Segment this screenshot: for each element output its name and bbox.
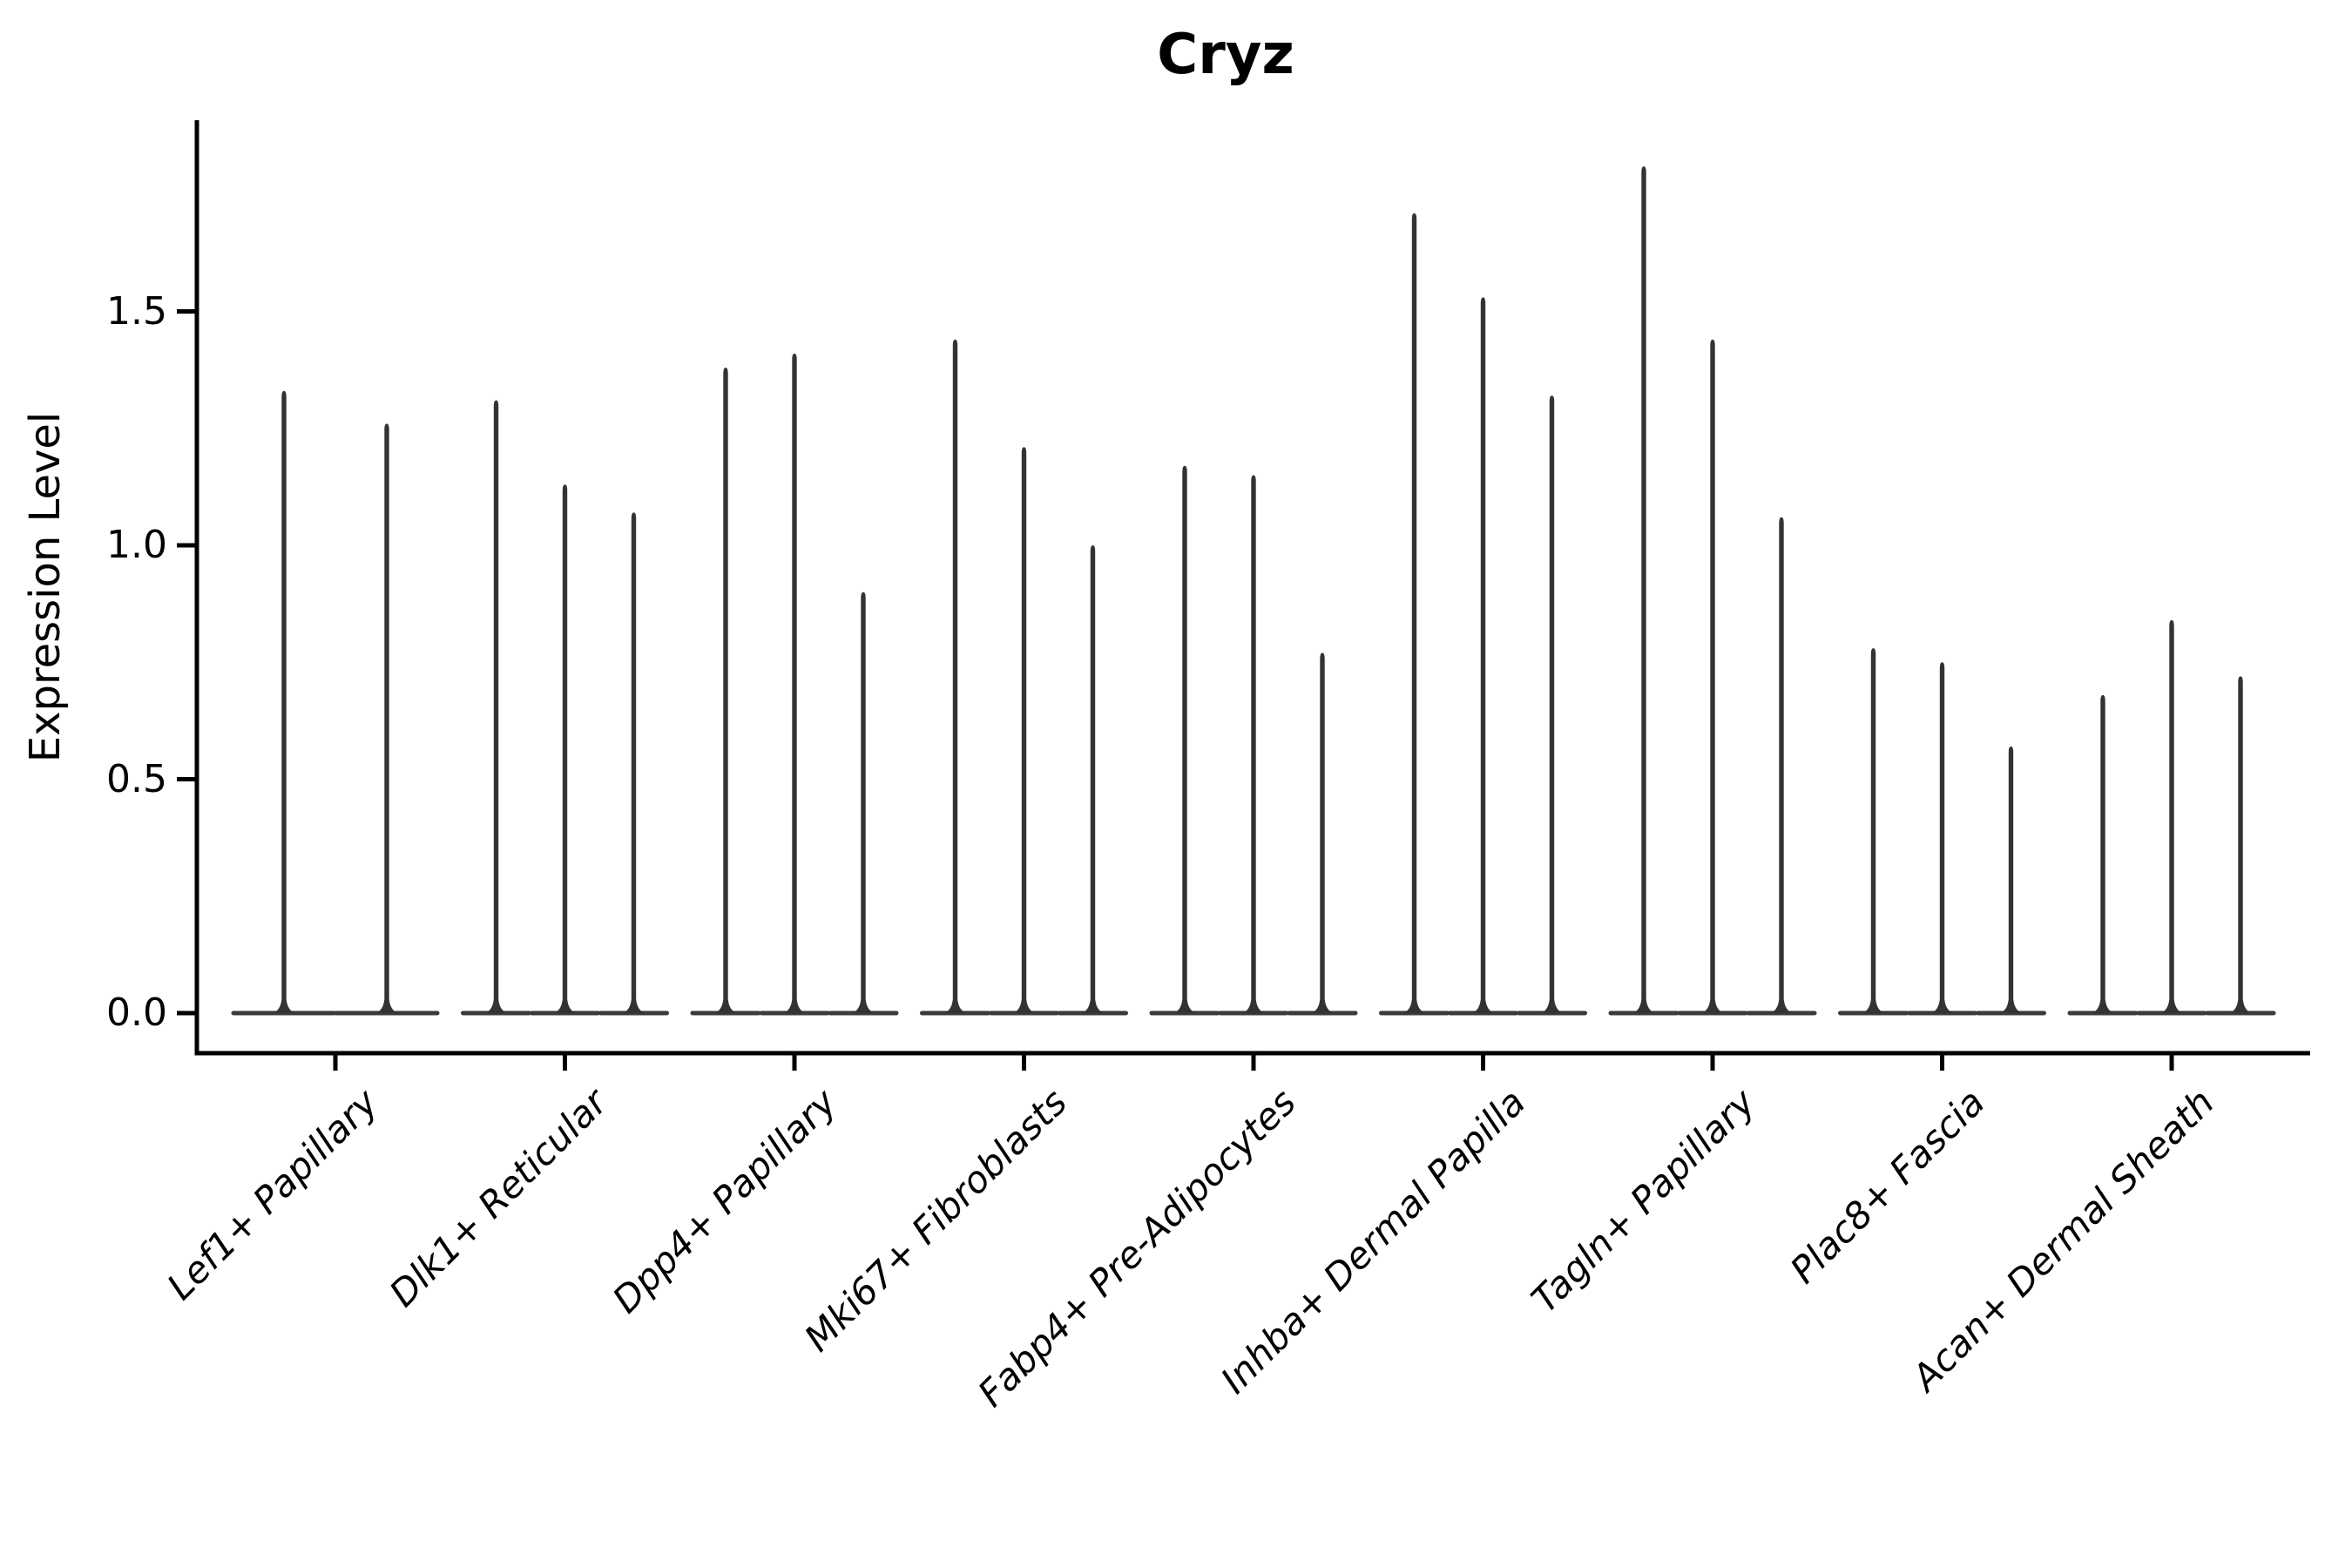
violin-needle (1081, 545, 1105, 1013)
violin-needle (2229, 676, 2252, 1013)
y-tick-label: 1.0 (106, 523, 167, 567)
violin-needle (783, 353, 806, 1014)
violin-needle (1402, 213, 1426, 1014)
violin-needle (1632, 166, 1655, 1013)
violin-needle (1311, 652, 1334, 1013)
y-tick-label: 0.0 (106, 990, 167, 1035)
violin-needle (622, 512, 645, 1013)
violin-needle (1999, 746, 2023, 1013)
violin-needle (1471, 297, 1495, 1013)
violin-needle (714, 367, 737, 1013)
violin-needle (1012, 447, 1036, 1013)
violin-needle (1173, 465, 1196, 1013)
violin-needle (943, 339, 967, 1014)
y-tick-label: 1.5 (106, 288, 167, 334)
violin-needle (553, 484, 577, 1013)
violin-needle (1701, 339, 1724, 1014)
violin-needle (1862, 648, 1885, 1013)
y-tick-label: 0.5 (106, 756, 167, 801)
violin-needle (1930, 662, 1954, 1013)
violin-needle (2092, 694, 2114, 1013)
chart-title: Cryz (1157, 23, 1294, 87)
violin-needle (1540, 395, 1564, 1013)
violin-needle (852, 591, 875, 1013)
violin-needle (375, 423, 398, 1013)
y-axis-title: Expression Level (21, 411, 70, 763)
violin-needle (2160, 619, 2183, 1013)
violin-needle (1770, 517, 1793, 1013)
violin-needle (1242, 475, 1265, 1013)
violin-needle (484, 400, 508, 1013)
violin-needle (273, 390, 295, 1013)
